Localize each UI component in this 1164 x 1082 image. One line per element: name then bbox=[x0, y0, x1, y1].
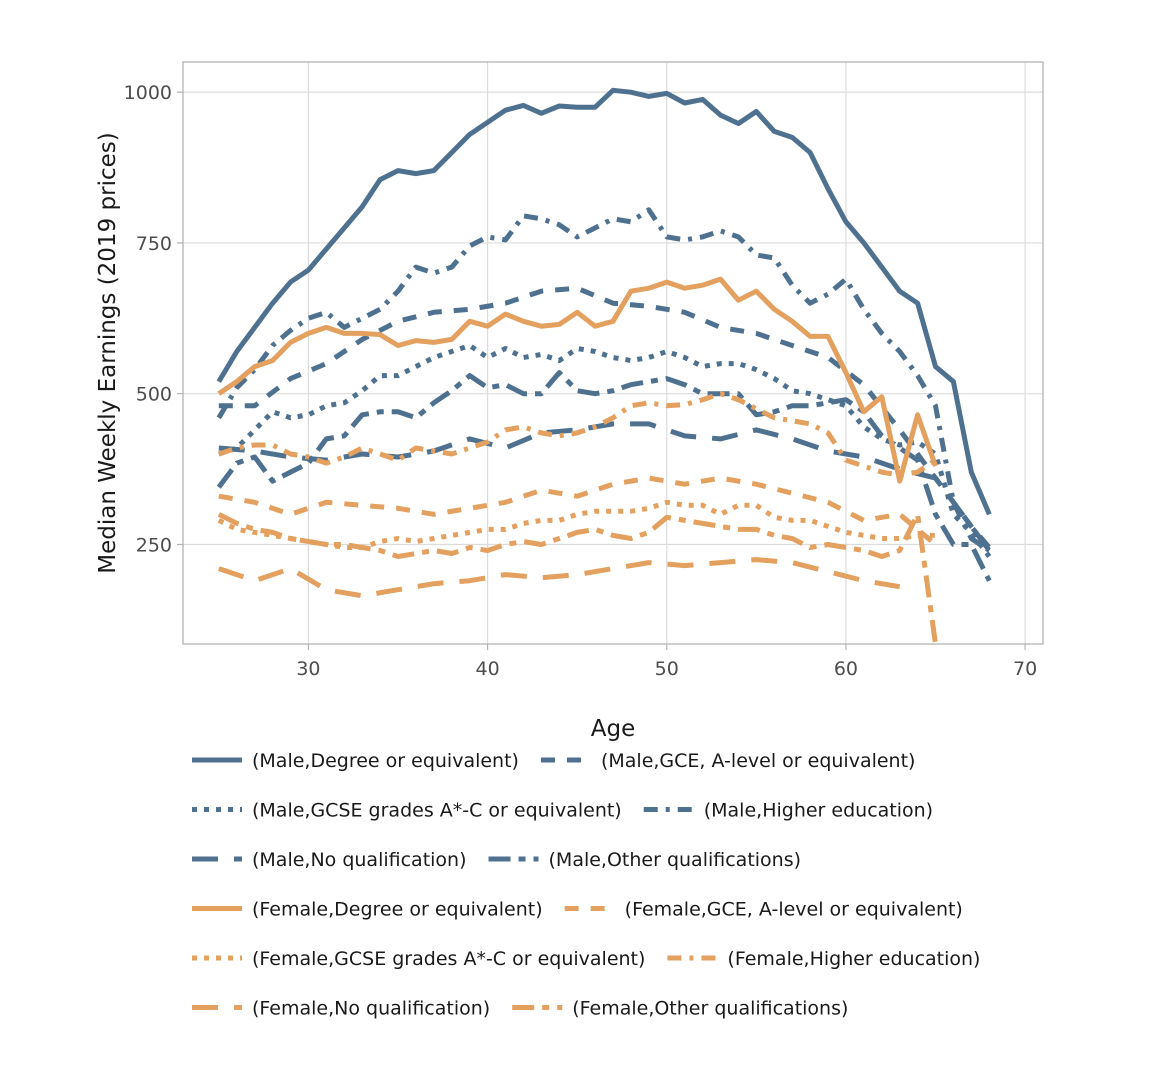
series-line-4 bbox=[216, 207, 991, 553]
series-line-8 bbox=[218, 475, 938, 547]
y-tick-label: 250 bbox=[136, 534, 172, 556]
y-tick-label: 500 bbox=[136, 384, 172, 406]
y-axis-title: Median Weekly Earnings (2019 prices) bbox=[95, 132, 121, 573]
legend: (Male,Degree or equivalent) (Male,GCE, A-… bbox=[192, 750, 980, 1020]
y-tick-label: 750 bbox=[136, 233, 172, 255]
legend-label-11: (Female,No qualification) bbox=[252, 998, 490, 1020]
y-tick-label: 1000 bbox=[124, 82, 172, 104]
legend-label-5: (Male,No qualification) bbox=[252, 849, 467, 871]
legend-label-3: (Male,GCSE grades A*-C or equivalent) bbox=[252, 800, 622, 822]
legend-label-6: (Male,Other qualifications) bbox=[549, 849, 802, 871]
x-tick-label: 60 bbox=[834, 658, 858, 680]
series-line-7 bbox=[217, 276, 938, 484]
series-line-12 bbox=[217, 511, 938, 645]
x-tick-label: 40 bbox=[475, 658, 499, 680]
legend-label-1: (Male,Degree or equivalent) bbox=[252, 750, 519, 772]
x-tick-label: 50 bbox=[655, 658, 679, 680]
series-line-3 bbox=[218, 343, 992, 558]
legend-label-4: (Male,Higher education) bbox=[704, 800, 933, 822]
legend-label-8: (Female,GCE, A-level or equivalent) bbox=[625, 899, 963, 921]
legend-label-12: (Female,Other qualifications) bbox=[572, 998, 848, 1020]
legend-label-9: (Female,GCSE grades A*-C or equivalent) bbox=[252, 948, 645, 970]
axes: 30 40 50 60 70 250 500 750 1000 bbox=[124, 82, 1038, 680]
series-line-1 bbox=[216, 87, 992, 516]
legend-label-2: (Male,GCE, A-level or equivalent) bbox=[601, 750, 916, 772]
series-line-11 bbox=[218, 557, 901, 599]
legend-label-10: (Female,Higher education) bbox=[727, 948, 980, 970]
x-axis-title: Age bbox=[591, 716, 635, 742]
series-lines bbox=[216, 87, 992, 645]
legend-label-7: (Female,Degree or equivalent) bbox=[252, 899, 543, 921]
series-line-10 bbox=[218, 391, 937, 478]
x-tick-label: 30 bbox=[296, 658, 320, 680]
plot-panel-border bbox=[182, 61, 1044, 645]
x-tick-label: 70 bbox=[1013, 658, 1037, 680]
